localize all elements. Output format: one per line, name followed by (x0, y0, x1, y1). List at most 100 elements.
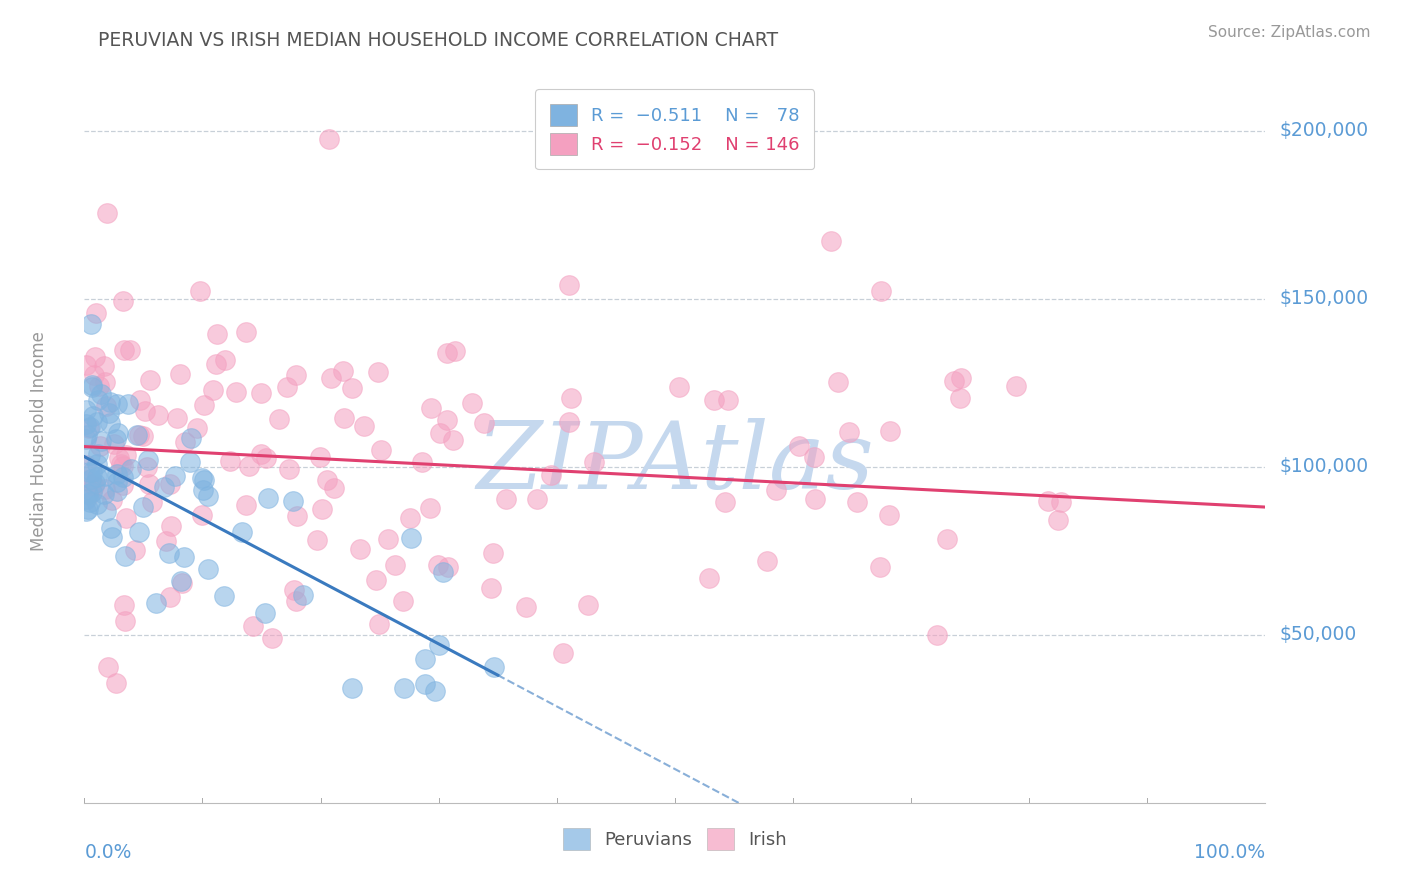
Point (254, 606, 277, 620)
Point (419, 501, 441, 516)
Point (697, 571, 720, 585)
Point (100, 493, 122, 508)
Point (323, 481, 346, 495)
Point (765, 483, 787, 498)
Point (1049, 495, 1071, 509)
Point (193, 399, 215, 413)
Point (98, 416, 121, 430)
Point (86, 470, 108, 484)
Point (191, 508, 214, 522)
Point (107, 467, 129, 481)
Point (114, 614, 136, 628)
Legend: Peruvians, Irish: Peruvians, Irish (554, 819, 796, 859)
Point (540, 468, 562, 483)
Point (114, 449, 136, 463)
Point (166, 411, 188, 425)
Point (139, 373, 162, 387)
Point (949, 371, 972, 385)
Point (943, 374, 966, 388)
Point (870, 284, 893, 298)
Point (717, 393, 740, 408)
Point (89, 434, 111, 448)
Point (461, 395, 484, 409)
Point (132, 500, 155, 515)
Point (558, 277, 581, 292)
Point (120, 462, 142, 476)
Point (287, 508, 309, 523)
Point (419, 401, 441, 415)
Point (79, 448, 101, 462)
Point (367, 616, 389, 631)
Point (276, 380, 298, 394)
Point (105, 397, 128, 411)
Point (82, 476, 104, 491)
Point (316, 473, 339, 487)
Point (80, 317, 103, 331)
Point (83, 368, 105, 383)
Point (173, 549, 195, 564)
Point (257, 491, 280, 505)
Text: $100,000: $100,000 (1279, 458, 1368, 476)
Point (349, 541, 371, 556)
Text: 0.0%: 0.0% (84, 843, 132, 862)
Point (153, 480, 176, 494)
Point (179, 455, 201, 469)
Point (136, 459, 159, 474)
Point (86, 497, 108, 511)
Point (80, 378, 103, 392)
Point (262, 631, 284, 645)
Point (77, 421, 100, 435)
Point (188, 284, 211, 298)
Point (333, 410, 356, 425)
Point (80, 380, 103, 394)
Point (141, 495, 163, 509)
Point (242, 618, 264, 632)
Point (77, 487, 100, 501)
Point (281, 494, 304, 508)
Point (820, 234, 842, 248)
Text: Median Household Income: Median Household Income (31, 332, 48, 551)
Point (803, 450, 825, 464)
Point (159, 590, 181, 604)
Point (186, 421, 208, 435)
Point (124, 542, 146, 557)
Point (174, 434, 197, 449)
Point (77, 465, 100, 479)
Point (96, 206, 118, 220)
Point (411, 455, 433, 469)
Point (879, 424, 901, 438)
Point (340, 381, 363, 395)
Point (169, 574, 191, 589)
Point (97, 659, 120, 673)
Point (318, 132, 340, 146)
Point (89, 439, 111, 453)
Point (94, 375, 117, 389)
Point (93, 487, 115, 501)
Point (94, 469, 117, 483)
Point (84, 476, 107, 491)
Point (703, 392, 725, 407)
Point (311, 502, 333, 516)
Point (136, 453, 159, 467)
Point (370, 442, 392, 457)
Point (75, 458, 97, 472)
Point (394, 681, 416, 695)
Point (145, 596, 167, 610)
Point (82, 409, 104, 423)
Point (128, 428, 150, 442)
Point (87, 378, 110, 392)
Text: ZIPAtlas: ZIPAtlas (477, 418, 873, 508)
Point (427, 638, 450, 652)
Point (86, 415, 108, 429)
Point (160, 519, 183, 533)
Point (79, 494, 101, 508)
Point (846, 494, 869, 508)
Point (515, 599, 537, 614)
Point (309, 450, 332, 465)
Point (432, 565, 454, 579)
Point (79, 488, 101, 502)
Point (111, 477, 134, 491)
Point (155, 533, 177, 548)
Point (96, 399, 118, 413)
Point (76, 502, 98, 516)
